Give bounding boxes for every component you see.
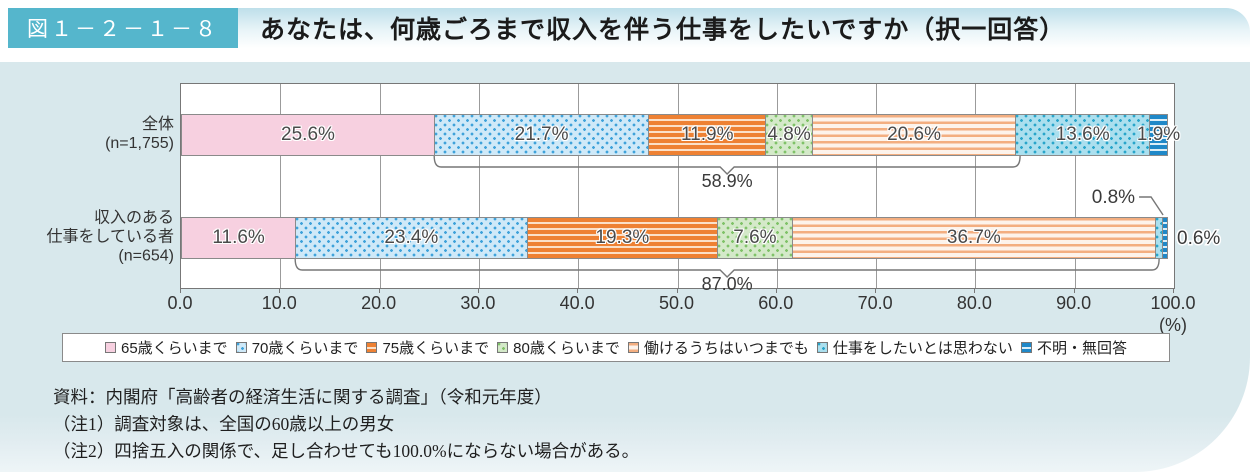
gridline — [280, 84, 282, 288]
legend-swatch — [627, 342, 639, 353]
category-label-line: 収入のある — [93, 209, 174, 227]
gridline — [578, 84, 580, 288]
bar-segment: 1.9% — [1137, 114, 1180, 156]
stacked-bar-row: 25.6% 21.7% 11.9% 4.8% 20.6% 13.6% 1.9% — [181, 114, 1180, 156]
gridline — [876, 84, 878, 288]
legend-label: 仕事をしたいとは思わない — [832, 340, 1013, 357]
segment-value-label: 1.9% — [1136, 124, 1181, 145]
x-axis-tickmark — [875, 288, 877, 293]
legend-item: 65歳くらいまで — [105, 337, 228, 358]
gridline — [1074, 84, 1076, 288]
bar-segment: 19.3% — [526, 217, 719, 259]
category-label-line: 全体 — [141, 116, 174, 133]
x-axis-tick-label: 30.0 — [460, 293, 496, 313]
gridline — [478, 84, 480, 288]
bar-segment — [1162, 217, 1168, 259]
legend-swatch — [816, 342, 828, 353]
x-axis-tickmark — [577, 288, 579, 293]
segment-value-label: 11.6% — [212, 227, 265, 248]
x-axis-tick-label: 10.0 — [261, 293, 297, 313]
figure-title-bar: あなたは、何歳ごろまで収入を伴う仕事をしたいですか（択一回答） — [238, 8, 1250, 48]
x-axis-tickmark — [180, 288, 181, 293]
gridline — [975, 84, 977, 288]
legend-item: 75歳くらいまで — [366, 337, 489, 358]
legend-label: 75歳くらいまで — [382, 340, 490, 357]
x-axis-unit-label: (%) — [1159, 315, 1187, 335]
bar-segment: 7.6% — [717, 217, 793, 259]
source-note: 資料：内閣府「高齢者の経済生活に関する調査」（令和元年度） — [53, 387, 552, 407]
legend-item: 不明・無回答 — [1020, 337, 1127, 358]
segment-value-label: 20.6% — [887, 124, 941, 145]
legend-item: 仕事をしたいとは思わない — [816, 337, 1013, 358]
x-axis-tick-label: 80.0 — [956, 293, 992, 313]
legend-item: 働けるうちはいつまでも — [627, 337, 809, 358]
x-axis-tickmark — [974, 288, 976, 293]
x-axis-tickmark — [676, 288, 678, 293]
category-label-line: 仕事をしている者 — [46, 228, 174, 246]
note-1: （注1）調査対象は、全国の60歳以上の男女 — [53, 414, 395, 434]
category-label: 全体 (n=1,755) — [4, 115, 174, 153]
figure-number-text: 図１－２－１－８ — [27, 18, 219, 41]
plot-area: 25.6% 21.7% 11.9% 4.8% 20.6% 13.6% 1.9% 11.6% 23… — [180, 83, 1180, 289]
legend-label: 70歳くらいまで — [251, 340, 359, 357]
segment-value-label: 25.6% — [281, 124, 335, 145]
bar-segment: 36.7% — [791, 217, 1157, 259]
legend-label: 80歳くらいまで — [513, 340, 620, 357]
figure-title: あなたは、何歳ごろまで収入を伴う仕事をしたいですか（択一回答） — [260, 16, 1066, 44]
legend-label: 不明・無回答 — [1036, 340, 1127, 357]
segment-value-label: 23.4% — [384, 227, 439, 248]
x-axis-tickmark — [378, 288, 380, 293]
x-axis-tick-label: 60.0 — [758, 293, 794, 313]
category-label-line: (n=654) — [118, 247, 174, 265]
segment-value-label: 21.7% — [514, 124, 569, 145]
legend: 65歳くらいまで 70歳くらいまで 75歳くらいまで 80歳くらいまで 働けるうちはいつ… — [62, 333, 1170, 362]
bar-segment: 13.6% — [1015, 114, 1151, 156]
bar-segment: 25.6% — [181, 114, 435, 156]
segment-value-label: 19.3% — [595, 227, 650, 248]
figure-number-badge: 図１－２－１－８ — [8, 8, 238, 48]
gridline — [776, 84, 778, 288]
segment-value-label: 13.6% — [1055, 124, 1110, 145]
segment-value-label: 7.6% — [733, 227, 777, 248]
x-axis-tickmark — [1073, 288, 1075, 293]
gridline — [379, 84, 381, 288]
segment-value-label: 11.9% — [681, 124, 734, 145]
x-axis-tick-label: 90.0 — [1056, 293, 1092, 313]
note-2: （注2）四捨五入の関係で、足し合わせても100.0%にならない場合がある。 — [53, 441, 640, 461]
category-label: 収入のある 仕事をしている者 (n=654) — [4, 209, 174, 266]
bar-segment: 20.6% — [811, 114, 1017, 156]
category-label-line: (n=1,755) — [105, 135, 174, 152]
bar-segment: 11.6% — [181, 217, 297, 259]
x-axis-tick-label: 40.0 — [559, 293, 595, 313]
stacked-bar-row: 11.6% 23.4% 19.3% 7.6% 36.7% — [181, 217, 1174, 259]
legend-swatch — [235, 342, 247, 353]
segment-value-label: 36.7% — [946, 227, 1001, 248]
x-axis-tick-label: 0.0 — [167, 293, 193, 313]
legend-item: 70歳くらいまで — [235, 337, 359, 358]
legend-swatch — [497, 342, 509, 353]
gridline — [677, 84, 679, 288]
legend-label: 働けるうちはいつまでも — [643, 340, 809, 357]
bar-segment: 21.7% — [433, 114, 650, 156]
legend-swatch — [366, 342, 378, 353]
bar-segment: 11.9% — [648, 114, 767, 156]
x-axis-tick-label: 20.0 — [361, 293, 397, 313]
source-notes: 資料：内閣府「高齢者の経済生活に関する調査」（令和元年度） （注1）調査対象は、… — [53, 384, 639, 465]
x-axis-tickmark — [279, 288, 281, 293]
bar-segment: 4.8% — [765, 114, 813, 156]
x-axis-tick-label: 100.0 — [1150, 293, 1196, 313]
x-axis-tick-label: 50.0 — [658, 293, 695, 313]
x-axis-tickmark — [477, 288, 479, 293]
bar-segment: 23.4% — [295, 217, 528, 259]
legend-item: 80歳くらいまで — [497, 337, 620, 358]
x-axis-tickmark — [775, 288, 777, 293]
x-axis-tickmark — [1173, 288, 1174, 293]
segment-value-label: 4.8% — [767, 124, 811, 145]
legend-swatch — [1020, 342, 1032, 353]
legend-swatch — [105, 342, 116, 353]
legend-label: 65歳くらいまで — [121, 340, 228, 357]
x-axis-tick-label: 70.0 — [857, 293, 893, 313]
